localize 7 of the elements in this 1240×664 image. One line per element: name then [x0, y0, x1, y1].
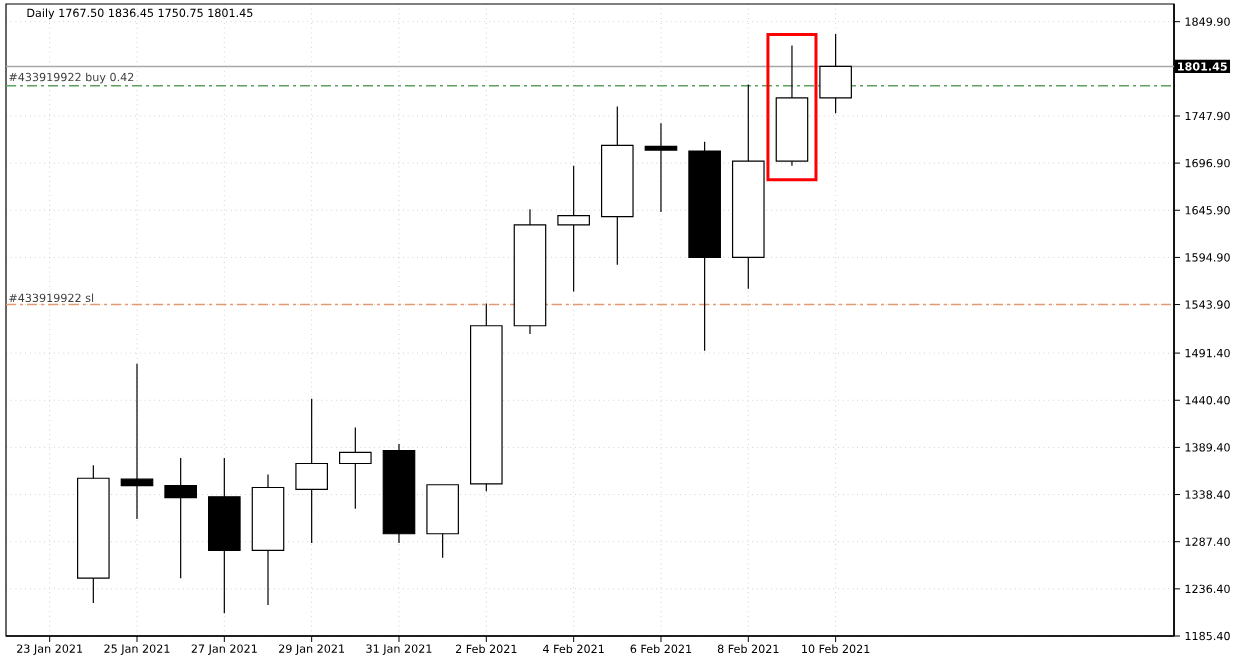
- candlestick: [644, 122, 678, 213]
- candlestick: [164, 457, 197, 579]
- candlestick: [120, 363, 154, 520]
- candlestick: [557, 165, 590, 293]
- candlestick: [819, 33, 852, 114]
- candlestick: [295, 398, 328, 544]
- candlestick: [339, 426, 372, 510]
